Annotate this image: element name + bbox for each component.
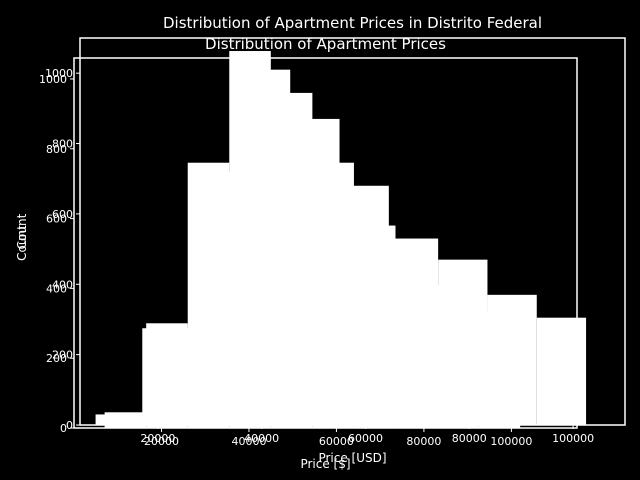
histogram-bar-1-2 bbox=[187, 162, 230, 428]
x-tick-label-0-2: 60000 bbox=[348, 432, 383, 445]
x-tick-label-0-3: 80000 bbox=[452, 432, 487, 445]
y-tick-label-0-4: 800 bbox=[52, 138, 73, 151]
x-axis-label-1: Price [$] bbox=[300, 457, 350, 471]
x-tick-label-1-0: 20000 bbox=[144, 435, 179, 448]
y-tick-label-1-5: 1000 bbox=[39, 73, 67, 86]
y-tick-label-0-3: 600 bbox=[52, 208, 73, 221]
histogram-bar-1-7 bbox=[395, 246, 438, 428]
histogram-bar-0-9 bbox=[536, 317, 587, 425]
axes-frame-1 bbox=[73, 57, 578, 429]
histogram-bar-1-0 bbox=[104, 412, 147, 428]
x-tick-label-0-0: 20000 bbox=[140, 432, 175, 445]
y-tick-label-1-4: 800 bbox=[46, 143, 67, 156]
histogram-bar-1-9 bbox=[478, 311, 521, 428]
y-tick-label-0-2: 400 bbox=[52, 278, 73, 291]
y-tick-label-0-0: 0 bbox=[66, 419, 73, 432]
x-tick-label-1-4: 100000 bbox=[490, 435, 532, 448]
y-axis-label-1: Count bbox=[15, 225, 29, 261]
y-tick-label-1-1: 200 bbox=[46, 352, 67, 365]
y-tick-label-0-1: 200 bbox=[52, 349, 73, 362]
y-axis-label-0: Count bbox=[15, 213, 29, 249]
x-tick-label-1-2: 60000 bbox=[319, 435, 354, 448]
x-axis-label-0: Price [USD] bbox=[318, 451, 386, 465]
histogram-bar-1-5 bbox=[312, 162, 354, 428]
x-tick-label-0-4: 100000 bbox=[552, 432, 594, 445]
chart-title-0: Distribution of Apartment Prices in Dist… bbox=[163, 14, 542, 32]
histogram-bar-1-4 bbox=[270, 92, 313, 428]
x-tick-label-0-1: 40000 bbox=[244, 432, 279, 445]
y-tick-label-1-3: 600 bbox=[46, 213, 67, 226]
chart-title-1: Distribution of Apartment Prices bbox=[205, 35, 446, 53]
chart-layer-price-dollar: 20000 40000 60000 80000 10000002004006008001… bbox=[15, 35, 578, 471]
histogram-bar-1-3 bbox=[229, 51, 271, 429]
histogram-bar-1-8 bbox=[437, 284, 479, 428]
y-tick-label-0-5: 1000 bbox=[45, 67, 73, 80]
x-tick-label-1-3: 80000 bbox=[406, 435, 441, 448]
histogram-bar-1-6 bbox=[353, 225, 396, 428]
histogram-bar-1-1 bbox=[146, 323, 188, 428]
x-tick-label-1-1: 40000 bbox=[231, 435, 266, 448]
y-tick-label-1-0: 0 bbox=[60, 422, 67, 435]
y-tick-label-1-2: 400 bbox=[46, 282, 67, 295]
